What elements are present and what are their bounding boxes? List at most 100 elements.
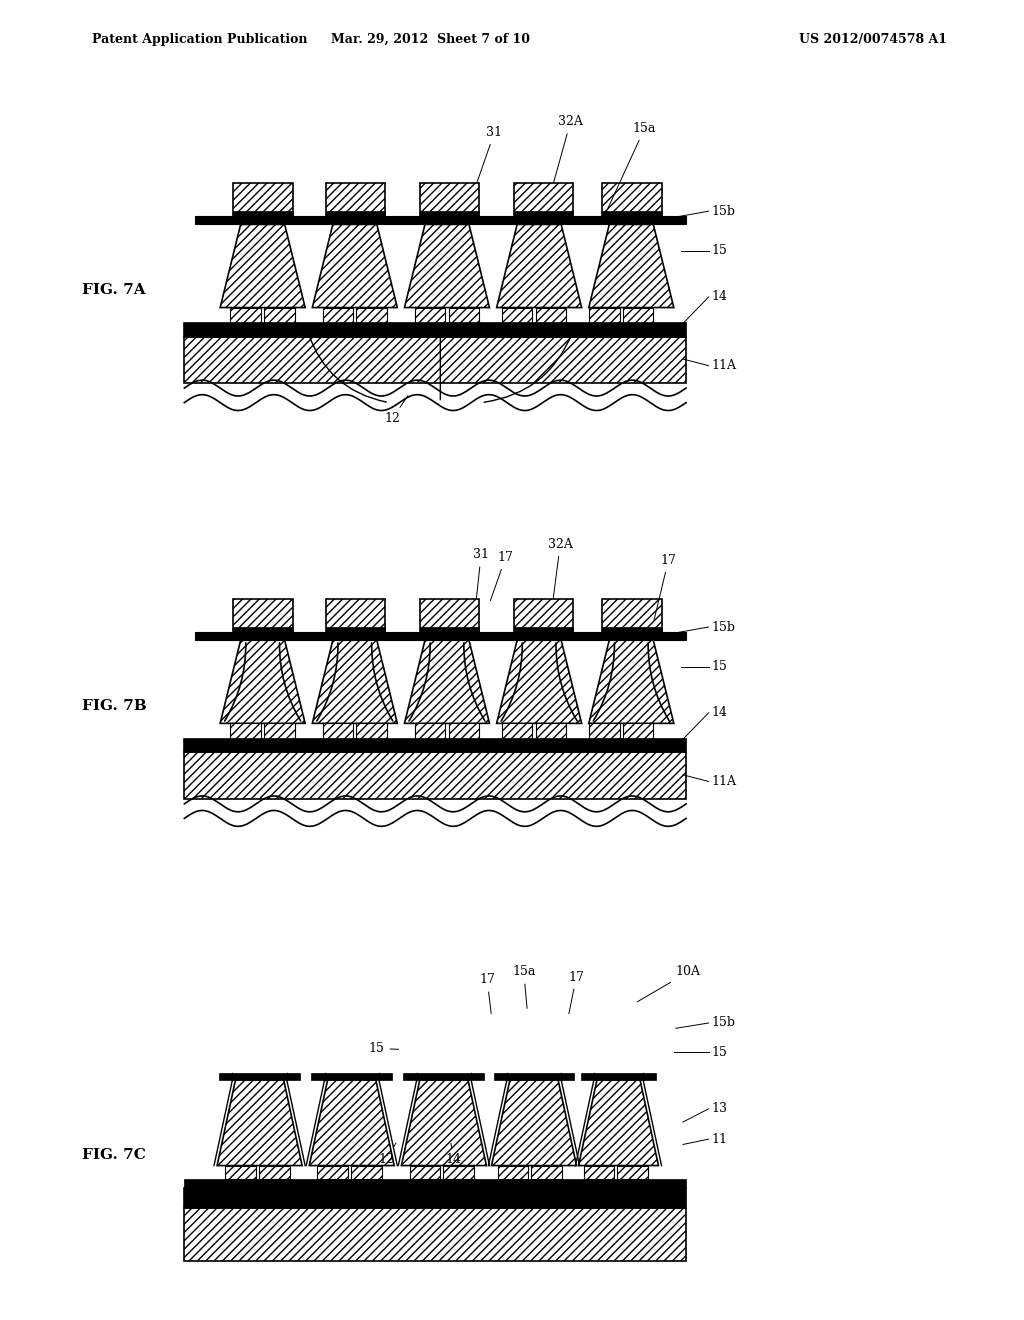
Bar <box>514 183 573 216</box>
Polygon shape <box>492 1080 577 1166</box>
Bar <box>195 632 686 640</box>
Bar <box>233 183 293 216</box>
Bar <box>233 211 293 216</box>
Bar <box>623 308 653 323</box>
Bar <box>443 1166 474 1179</box>
Bar <box>449 308 479 323</box>
Bar <box>233 599 293 632</box>
Text: 15b: 15b <box>712 620 735 634</box>
Bar <box>602 183 662 216</box>
Bar <box>602 599 662 632</box>
Text: FIG. 7B: FIG. 7B <box>82 700 146 713</box>
Text: 12: 12 <box>384 396 408 425</box>
Text: 11A: 11A <box>712 775 736 788</box>
Text: Patent Application Publication: Patent Application Publication <box>92 33 307 46</box>
Bar <box>449 723 479 739</box>
Bar <box>536 308 566 323</box>
Text: FIG. 7A: FIG. 7A <box>82 284 145 297</box>
Polygon shape <box>579 1080 658 1166</box>
Bar <box>356 308 387 323</box>
Text: 32A: 32A <box>554 115 583 182</box>
Text: 11: 11 <box>712 1133 728 1146</box>
Bar <box>602 211 662 216</box>
Bar <box>356 723 387 739</box>
Text: 17: 17 <box>479 973 496 1014</box>
Text: 11A: 11A <box>712 359 736 372</box>
Bar <box>317 1166 348 1179</box>
Bar <box>589 308 620 323</box>
Text: 15: 15 <box>712 660 728 673</box>
Bar <box>184 1188 686 1208</box>
Polygon shape <box>401 1080 486 1166</box>
Bar <box>184 323 686 337</box>
Polygon shape <box>497 640 582 723</box>
Bar <box>184 337 686 383</box>
Bar <box>264 723 295 739</box>
Bar <box>225 1166 256 1179</box>
Bar <box>311 1073 392 1080</box>
Text: 31: 31 <box>477 125 503 182</box>
Bar <box>584 1166 614 1179</box>
Text: 12: 12 <box>379 1143 396 1166</box>
Bar <box>494 1073 574 1080</box>
Polygon shape <box>217 1080 302 1166</box>
Bar <box>326 627 385 632</box>
Bar <box>514 627 573 632</box>
Text: 17: 17 <box>654 553 677 620</box>
Bar <box>184 739 686 752</box>
Text: 14: 14 <box>712 290 728 304</box>
Bar <box>581 1073 656 1080</box>
Text: 17: 17 <box>490 550 514 601</box>
Bar <box>326 599 385 632</box>
Text: 15b: 15b <box>712 205 735 218</box>
Bar <box>219 1073 300 1080</box>
Bar <box>420 599 479 632</box>
Bar <box>184 1179 686 1188</box>
Bar <box>602 627 662 632</box>
Bar <box>420 183 479 216</box>
Bar <box>514 211 573 216</box>
Bar <box>531 1166 562 1179</box>
Bar <box>323 308 353 323</box>
Bar <box>502 723 532 739</box>
Bar <box>415 308 445 323</box>
Text: 15: 15 <box>712 244 728 257</box>
Text: 15b: 15b <box>712 1016 735 1030</box>
Text: 14: 14 <box>712 706 728 719</box>
Bar <box>184 752 686 799</box>
Text: 15: 15 <box>712 1045 728 1059</box>
Polygon shape <box>309 1080 394 1166</box>
Text: 17: 17 <box>568 970 585 1014</box>
Bar <box>514 599 573 632</box>
Polygon shape <box>312 224 397 308</box>
Bar <box>326 211 385 216</box>
Polygon shape <box>589 640 674 723</box>
Bar <box>589 723 620 739</box>
Polygon shape <box>220 224 305 308</box>
Polygon shape <box>404 640 489 723</box>
Bar <box>195 216 686 224</box>
Text: Mar. 29, 2012  Sheet 7 of 10: Mar. 29, 2012 Sheet 7 of 10 <box>331 33 529 46</box>
Bar <box>617 1166 648 1179</box>
Text: 15a: 15a <box>605 121 656 214</box>
Bar <box>502 308 532 323</box>
Bar <box>415 723 445 739</box>
Text: 15a: 15a <box>512 965 536 1008</box>
Bar <box>233 627 293 632</box>
Polygon shape <box>404 224 489 308</box>
Text: 31: 31 <box>473 548 489 598</box>
Bar <box>351 1166 382 1179</box>
Bar <box>264 308 295 323</box>
Polygon shape <box>589 224 674 308</box>
Text: 10A: 10A <box>637 965 700 1002</box>
Text: 32A: 32A <box>548 537 572 598</box>
Text: 15: 15 <box>369 1041 398 1055</box>
Bar <box>230 308 261 323</box>
Text: 13: 13 <box>712 1102 728 1115</box>
Polygon shape <box>220 640 305 723</box>
Polygon shape <box>497 224 582 308</box>
Bar <box>623 723 653 739</box>
Bar <box>323 723 353 739</box>
Text: 14: 14 <box>445 1143 462 1166</box>
Bar <box>326 183 385 216</box>
